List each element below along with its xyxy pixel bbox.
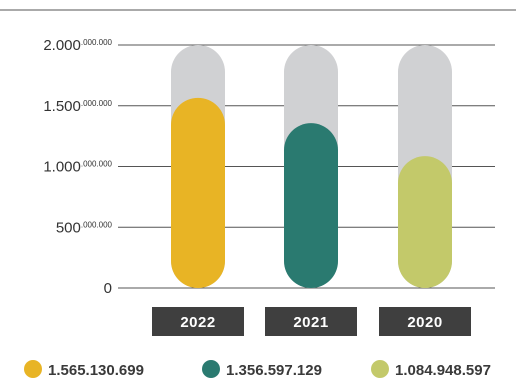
y-tick-label: 2.000.000.000 [43, 37, 112, 54]
legend-label: 1.565.130.699 [48, 362, 144, 379]
category-labels: 2022 2021 2020 [152, 307, 471, 336]
bar-2022 [171, 97, 225, 289]
bars [171, 45, 452, 289]
y-axis-ticks: 0 500.000.000 1.000.000.000 1.500.000.000 2.… [43, 37, 112, 297]
category-box [265, 307, 357, 336]
category-label: 2022 [180, 314, 215, 331]
y-tick-label: 500.000.000 [56, 219, 113, 236]
category-box [152, 307, 244, 336]
bar-2021 [284, 123, 338, 288]
y-tick-label: 1.500.000.000 [43, 98, 112, 115]
legend-label: 1.356.597.129 [226, 362, 322, 379]
category-label: 2020 [407, 314, 442, 331]
bar-2020 [398, 156, 452, 288]
y-tick-label: 1.000.000.000 [43, 159, 112, 176]
legend-swatch [24, 360, 42, 378]
legend-swatch [371, 360, 389, 378]
legend: 1.565.130.699 1.356.597.129 1.084.948.597 [24, 360, 491, 379]
y-tick-label: 0 [104, 280, 112, 297]
category-label: 2021 [293, 314, 328, 331]
category-box [379, 307, 471, 336]
legend-swatch [202, 360, 220, 378]
legend-label: 1.084.948.597 [395, 362, 491, 379]
